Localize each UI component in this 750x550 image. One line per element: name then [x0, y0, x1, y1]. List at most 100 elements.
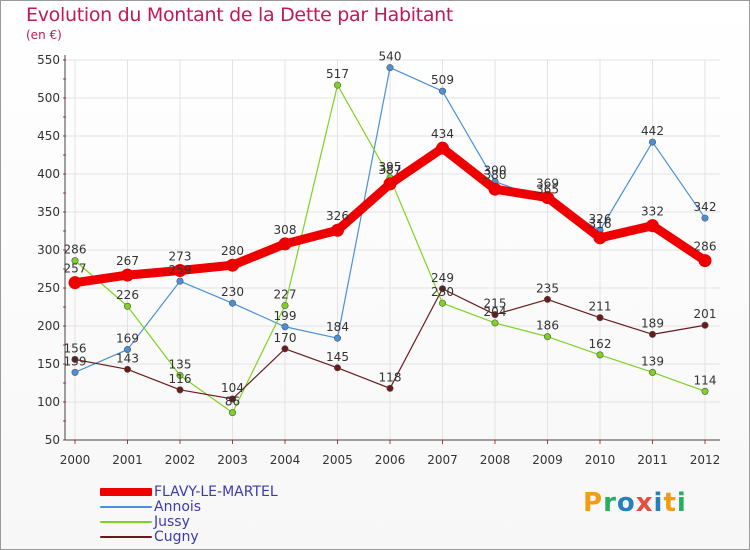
data-label: 249 [431, 271, 454, 285]
data-label: 104 [221, 381, 244, 395]
data-point [491, 311, 499, 319]
data-label: 204 [484, 305, 507, 319]
data-label: 257 [64, 262, 87, 276]
data-point [648, 330, 656, 338]
legend-label: Annois [154, 499, 202, 515]
data-label: 189 [641, 316, 664, 330]
data-label: 139 [64, 354, 87, 368]
logo-letter: x [635, 488, 654, 518]
data-label: 139 [641, 354, 664, 368]
data-point [124, 346, 132, 354]
data-label: 170 [274, 331, 297, 345]
data-point [71, 257, 79, 265]
data-label: 156 [64, 341, 87, 355]
data-point [436, 141, 449, 155]
data-point [68, 276, 82, 290]
data-point [333, 81, 341, 89]
data-point [646, 219, 659, 233]
y-tick-label: 400 [37, 167, 60, 181]
data-point [278, 237, 292, 251]
data-point [648, 368, 656, 376]
data-label: 118 [379, 370, 402, 384]
data-label: 267 [116, 254, 139, 268]
data-point [596, 314, 604, 322]
series [68, 64, 712, 417]
y-tick-label: 550 [37, 53, 60, 67]
data-label: 211 [589, 300, 612, 314]
data-point [71, 355, 79, 363]
data-label: 162 [589, 337, 612, 351]
data-label: 326 [589, 212, 612, 226]
y-tick-label: 150 [37, 357, 60, 371]
data-point [333, 334, 341, 342]
x-tick-label: 2000 [60, 453, 91, 467]
x-tick-label: 2002 [165, 453, 196, 467]
data-point [596, 351, 604, 359]
data-label: 169 [116, 332, 139, 346]
data-point [543, 295, 551, 303]
data-point [333, 364, 341, 372]
data-point [386, 384, 394, 392]
logo-letter: i [676, 488, 687, 518]
x-tick-label: 2011 [637, 453, 668, 467]
grid [65, 59, 720, 441]
data-label: 230 [221, 285, 244, 299]
data-point [331, 223, 344, 237]
data-point [438, 299, 446, 307]
data-label: 387 [379, 163, 402, 177]
data-point [438, 87, 446, 95]
chart-unit: (en €) [26, 28, 62, 42]
data-label: 332 [641, 205, 664, 219]
y-tick-label: 250 [37, 281, 60, 295]
legend-swatch [100, 506, 152, 508]
data-point [124, 302, 132, 310]
data-point [698, 254, 712, 268]
x-tick-label: 2005 [322, 453, 353, 467]
y-tick-label: 350 [37, 205, 60, 219]
logo-letter: i [653, 488, 664, 518]
legend-label: Cugny [154, 529, 199, 545]
x-tick-label: 2010 [585, 453, 616, 467]
data-label: 395 [379, 160, 402, 174]
y-tick-label: 300 [37, 243, 60, 257]
chart-title: Evolution du Montant de la Dette par Hab… [26, 4, 454, 26]
data-point [71, 368, 79, 376]
data-label: 316 [589, 217, 612, 231]
data-point [281, 323, 289, 331]
data-label: 143 [116, 351, 139, 365]
legend-swatch [100, 536, 152, 538]
data-point [173, 264, 187, 278]
data-label: 227 [274, 287, 297, 301]
x-tick-label: 2006 [375, 453, 406, 467]
data-point [438, 285, 446, 293]
logo-letter: o [616, 488, 636, 518]
data-label: 540 [379, 50, 402, 64]
data-point [541, 191, 554, 205]
data-point [701, 321, 709, 329]
x-tick-label: 2007 [427, 453, 458, 467]
data-point [229, 395, 237, 403]
data-point [386, 64, 394, 72]
data-label: 114 [694, 373, 717, 387]
data-label: 342 [694, 200, 717, 214]
x-tick-label: 2009 [532, 453, 563, 467]
data-point [176, 371, 184, 379]
data-label: 116 [169, 372, 192, 386]
legend-swatch [100, 521, 152, 523]
y-tick-label: 50 [45, 433, 60, 447]
y-tick-label: 100 [37, 395, 60, 409]
x-tick-label: 2003 [217, 453, 248, 467]
data-label: 273 [169, 250, 192, 264]
data-label: 369 [536, 177, 559, 191]
x-tick-label: 2004 [270, 453, 301, 467]
data-label: 199 [274, 309, 297, 323]
data-label: 215 [484, 297, 507, 311]
proxiti-logo: Proxiti [583, 488, 687, 518]
data-point [488, 182, 502, 196]
data-label: 517 [326, 67, 349, 81]
data-point [281, 345, 289, 353]
data-point [229, 299, 237, 307]
data-label: 184 [326, 320, 349, 334]
data-label: 286 [64, 243, 87, 257]
